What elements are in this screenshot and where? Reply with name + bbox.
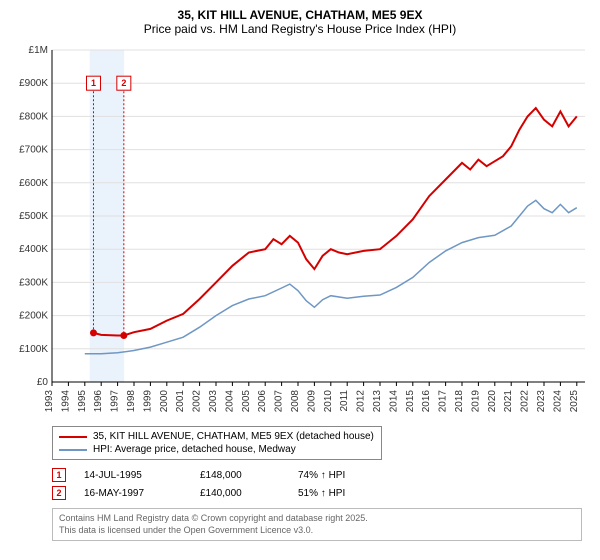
svg-text:1: 1 (91, 78, 96, 88)
legend-label: HPI: Average price, detached house, Medw… (93, 444, 296, 455)
sale-marker-icon: 1 (52, 468, 66, 482)
sale-row: 2 16-MAY-1997 £140,000 51% ↑ HPI (52, 484, 590, 502)
svg-text:2012: 2012 (356, 390, 367, 413)
svg-text:2024: 2024 (552, 390, 563, 413)
legend-item: 35, KIT HILL AVENUE, CHATHAM, ME5 9EX (d… (59, 430, 375, 443)
svg-text:£300K: £300K (19, 277, 48, 288)
svg-text:2002: 2002 (192, 390, 203, 413)
svg-text:2022: 2022 (520, 390, 531, 413)
svg-text:2007: 2007 (274, 390, 285, 413)
sale-row: 1 14-JUL-1995 £148,000 74% ↑ HPI (52, 466, 590, 484)
sale-price: £140,000 (200, 488, 280, 499)
chart-container: 35, KIT HILL AVENUE, CHATHAM, ME5 9EX Pr… (0, 0, 600, 560)
footer-line2: This data is licensed under the Open Gov… (59, 525, 575, 537)
svg-text:2013: 2013 (372, 390, 383, 413)
svg-text:2018: 2018 (454, 390, 465, 413)
chart-area: £0 £100K £200K £300K £400K £500K £600K £700K £80… (10, 42, 590, 422)
svg-text:2009: 2009 (306, 390, 317, 413)
sale-marker-icon: 2 (52, 486, 66, 500)
svg-text:1998: 1998 (126, 390, 137, 413)
svg-text:1993: 1993 (44, 390, 55, 413)
svg-text:2020: 2020 (487, 390, 498, 413)
svg-text:2006: 2006 (257, 390, 268, 413)
sales-table: 1 14-JUL-1995 £148,000 74% ↑ HPI 2 16-MAY-199… (52, 466, 590, 502)
svg-text:1999: 1999 (142, 390, 153, 413)
svg-text:£200K: £200K (19, 311, 48, 322)
svg-text:2011: 2011 (339, 390, 350, 412)
title-address: 35, KIT HILL AVENUE, CHATHAM, ME5 9EX (10, 8, 590, 22)
svg-text:£100K: £100K (19, 344, 48, 355)
sale-date: 14-JUL-1995 (84, 470, 182, 481)
svg-text:£500K: £500K (19, 211, 48, 222)
svg-text:2023: 2023 (536, 390, 547, 413)
title-block: 35, KIT HILL AVENUE, CHATHAM, ME5 9EX Pr… (10, 8, 590, 36)
svg-text:£900K: £900K (19, 78, 48, 89)
svg-text:£700K: £700K (19, 145, 48, 156)
svg-text:2001: 2001 (175, 390, 186, 413)
svg-text:2010: 2010 (323, 390, 334, 413)
legend-swatch (59, 449, 87, 451)
svg-text:1996: 1996 (93, 390, 104, 413)
svg-text:2008: 2008 (290, 390, 301, 413)
svg-text:£600K: £600K (19, 178, 48, 189)
footer-line1: Contains HM Land Registry data © Crown c… (59, 513, 575, 525)
chart-svg: £0 £100K £200K £300K £400K £500K £600K £700K £80… (10, 42, 590, 422)
svg-text:2015: 2015 (405, 390, 416, 413)
sale-diff: 74% ↑ HPI (298, 470, 388, 481)
svg-text:2014: 2014 (388, 390, 399, 413)
svg-text:2: 2 (121, 78, 126, 88)
sale-date: 16-MAY-1997 (84, 488, 182, 499)
svg-text:2017: 2017 (438, 390, 449, 413)
legend-item: HPI: Average price, detached house, Medw… (59, 443, 375, 456)
svg-text:2025: 2025 (569, 390, 580, 413)
sale-diff: 51% ↑ HPI (298, 488, 388, 499)
svg-text:2019: 2019 (470, 390, 481, 413)
svg-text:2016: 2016 (421, 390, 432, 413)
svg-text:2000: 2000 (159, 390, 170, 413)
svg-text:£1M: £1M (29, 45, 48, 56)
sale-price: £148,000 (200, 470, 280, 481)
svg-text:2003: 2003 (208, 390, 219, 413)
svg-text:£0: £0 (37, 377, 49, 388)
legend-label: 35, KIT HILL AVENUE, CHATHAM, ME5 9EX (d… (93, 431, 374, 442)
legend-swatch (59, 436, 87, 438)
svg-text:2005: 2005 (241, 390, 252, 413)
svg-text:£800K: £800K (19, 111, 48, 122)
svg-text:£400K: £400K (19, 244, 48, 255)
svg-text:1994: 1994 (60, 390, 71, 413)
legend-box: 35, KIT HILL AVENUE, CHATHAM, ME5 9EX (d… (52, 426, 382, 460)
title-subtitle: Price paid vs. HM Land Registry's House … (10, 22, 590, 36)
svg-text:2021: 2021 (503, 390, 514, 413)
svg-text:1995: 1995 (77, 390, 88, 413)
svg-text:2004: 2004 (224, 390, 235, 413)
attribution-box: Contains HM Land Registry data © Crown c… (52, 508, 582, 541)
svg-text:1997: 1997 (110, 390, 121, 413)
